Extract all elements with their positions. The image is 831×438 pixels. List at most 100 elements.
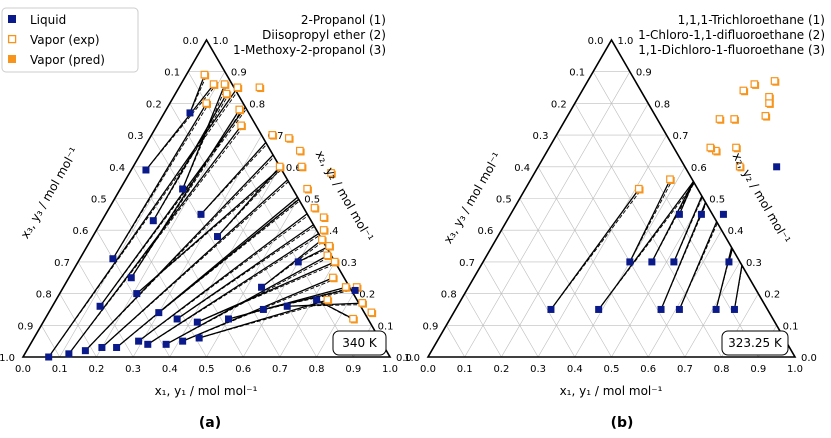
vapor-exp-point — [750, 80, 759, 88]
vapor-exp-point — [237, 121, 245, 130]
grid-line-x1 — [611, 198, 704, 358]
tick-label-x2: 1.0 — [213, 36, 229, 47]
triangle-frame — [426, 38, 797, 358]
tie-line-pred — [263, 288, 359, 310]
data-points — [547, 77, 781, 313]
tick-label-x2: 0.8 — [654, 99, 670, 110]
tick-label-x1: 0.7 — [677, 364, 693, 375]
legend: Liquid Vapor (exp) Vapor (pred) — [1, 7, 139, 73]
liquid-point — [697, 210, 705, 218]
vapor-exp-point — [319, 226, 328, 234]
tie-line-exp — [200, 134, 274, 215]
liquid-point — [195, 334, 203, 342]
liquid-point — [173, 315, 181, 323]
data-points — [45, 70, 377, 361]
tie-line-exp — [176, 216, 325, 320]
grid-line-x3 — [41, 325, 60, 358]
tie-line-exp — [189, 74, 206, 114]
grid-line-x1 — [647, 230, 722, 358]
tick-label-x3: 0.1 — [569, 68, 585, 79]
tick-label-x3: 0.8 — [36, 290, 52, 301]
tie-line-exp — [145, 83, 215, 171]
tie-line-exp — [182, 277, 334, 342]
liquid-point — [133, 290, 141, 298]
grid-line-x3 — [482, 261, 539, 358]
grid-line-x1 — [684, 261, 741, 358]
legend-label-vapor-pred: Vapor (pred) — [30, 53, 105, 67]
liquid-point — [144, 340, 152, 348]
tick-label-x2: 0.1 — [783, 321, 799, 332]
component-2-label: 1-Chloro-1,1-difluoroethane (2) — [638, 28, 825, 42]
component-3-label: 1,1-Dichloro-1-fluoroethane (3) — [638, 43, 825, 57]
tick-label-x3: 0.8 — [441, 290, 457, 301]
tick-label-x3: 0.5 — [91, 195, 107, 206]
vapor-exp-point — [297, 162, 306, 171]
tick-label-x2: 0.2 — [764, 290, 780, 301]
tick-label-x1: 0.1 — [52, 364, 68, 375]
grid-line-x3 — [96, 230, 171, 358]
tick-label-x2: 0.0 — [396, 353, 412, 364]
vapor-exp-point — [209, 80, 218, 88]
tick-label-x1: 0.0 — [420, 364, 436, 375]
tick-label-x3: 0.4 — [514, 163, 530, 174]
liquid-point — [186, 109, 194, 117]
liquid-point — [675, 305, 683, 313]
tie-line-exp — [765, 115, 778, 167]
vapor-exp-point — [761, 111, 770, 120]
tick-label-x1: 0.5 — [604, 364, 620, 375]
tick-label-x1: 0.8 — [309, 364, 325, 375]
liquid-point — [626, 258, 634, 266]
tie-line-pred — [766, 117, 778, 167]
tick-label-x1: 0.4 — [162, 364, 178, 375]
liquid-point — [81, 347, 89, 355]
tie-line-pred — [147, 231, 326, 345]
tie-line-exp — [182, 84, 226, 190]
temperature-box — [332, 330, 387, 356]
liquid-point — [259, 305, 267, 313]
tick-label-x3: 0.4 — [109, 163, 125, 174]
grid-line-x3 — [501, 230, 576, 358]
vapor-exp-point — [770, 77, 779, 85]
tie-line-exp — [147, 229, 325, 345]
tie-line-exp — [112, 103, 208, 260]
tick-label-x2: 0.8 — [249, 99, 265, 110]
ternary-panel-b: 0.0 0.0 0.0 0.1 0.1 0.1 0.2 0.2 0.2 0.3 0.3 0.3 0.4 0… — [404, 13, 825, 431]
temperature-box — [721, 330, 789, 356]
vapor-exp-point — [349, 314, 357, 323]
vapor-exp-point — [202, 99, 211, 108]
tie-line-exp — [316, 299, 354, 320]
vapor-exp-point — [358, 299, 367, 307]
tick-label-x1: 0.6 — [235, 364, 251, 375]
tick-label-x3: 0.7 — [459, 258, 475, 269]
tick-label-x2: 0.9 — [231, 68, 247, 79]
grid-line-x3 — [464, 293, 502, 358]
tick-label-x2: 0.1 — [378, 321, 394, 332]
liquid-point — [725, 258, 733, 266]
tick-label-x1: 0.7 — [272, 364, 288, 375]
tick-label-x2: 0.9 — [636, 68, 652, 79]
liquid-point — [197, 210, 205, 218]
vapor-exp-point — [367, 308, 376, 317]
vapor-exp-point — [310, 203, 319, 212]
vapor-exp-point — [284, 134, 293, 142]
liquid-point — [214, 233, 222, 241]
vapor-exp-point — [732, 143, 740, 152]
tick-label-x1: 0.3 — [125, 364, 141, 375]
component-1-label: 1,1,1-Trichloroethane (1) — [678, 13, 825, 27]
tie-line-exp — [99, 87, 261, 307]
tick-label-x1: 1.0 — [787, 364, 803, 375]
legend-label-vapor-exp: Vapor (exp) — [30, 33, 100, 47]
vapor-exp-point — [295, 146, 304, 155]
grid-line-x3 — [519, 198, 612, 358]
tick-label-x2: 0.3 — [746, 258, 762, 269]
tie-line-exp — [297, 245, 330, 263]
bottom-ticks: 0.0 0.0 0.0 0.1 0.1 0.1 0.2 0.2 0.2 0.3 0.3 0.3 0.4 0… — [0, 36, 412, 375]
tie-line-exp — [261, 239, 323, 288]
vapor-exp-point — [765, 92, 773, 101]
tick-label-x2: 0.5 — [709, 195, 725, 206]
panel-label-a: (a) — [199, 415, 221, 431]
liquid-point — [258, 283, 266, 291]
tick-label-x1: 0.9 — [750, 364, 766, 375]
tie-line-exp — [130, 109, 241, 279]
grid-line-x1 — [242, 230, 317, 358]
